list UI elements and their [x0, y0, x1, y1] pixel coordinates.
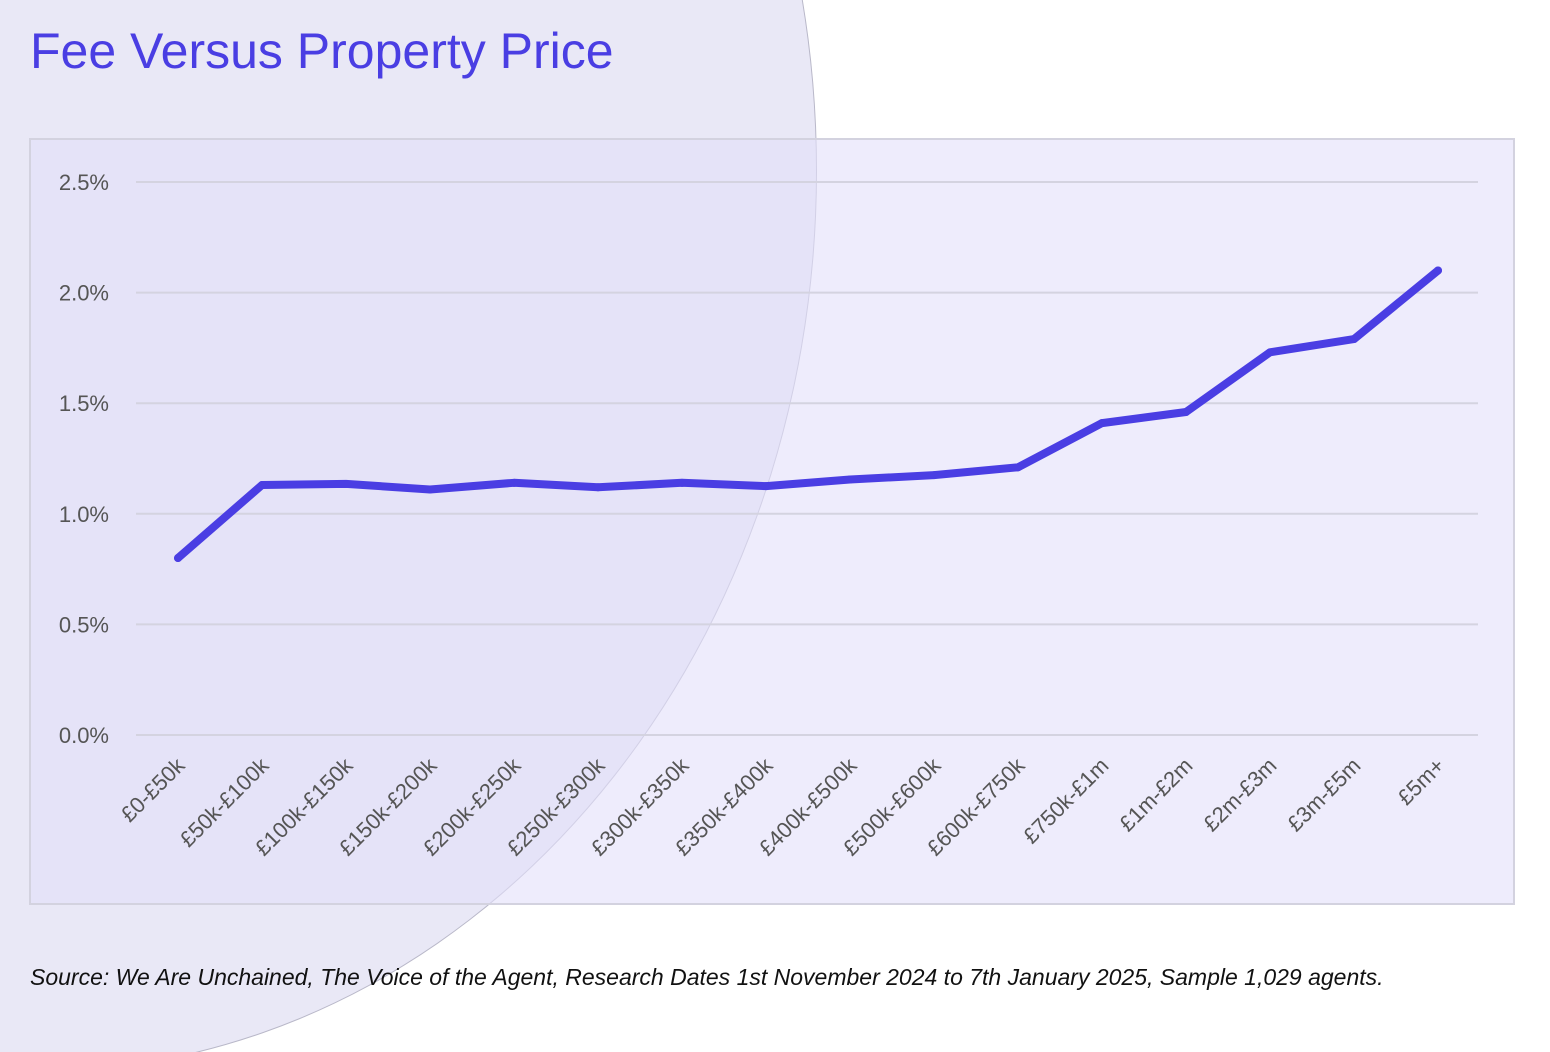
data-point [1350, 335, 1358, 344]
y-tick-label: 0.0% [59, 723, 109, 748]
gridlines [136, 181, 1478, 736]
data-point [1014, 463, 1022, 472]
y-tick-label: 2.5% [59, 170, 109, 195]
y-tick-label: 1.0% [59, 502, 109, 527]
x-tick-label: £750k-£1m [1018, 753, 1114, 849]
x-tick-label: £5m+ [1393, 753, 1450, 810]
y-tick-label: 2.0% [59, 281, 109, 306]
data-point [342, 479, 350, 488]
y-tick-label: 1.5% [59, 391, 109, 416]
source-note: Source: We Are Unchained, The Voice of t… [30, 964, 1384, 990]
y-tick-label: 0.5% [59, 612, 109, 637]
data-point [930, 471, 938, 480]
x-tick-label: £1m-£2m [1114, 753, 1197, 836]
x-tick-label: £3m-£5m [1282, 753, 1365, 836]
series-line [174, 266, 1442, 562]
data-point [1182, 408, 1190, 417]
page-title: Fee Versus Property Price [30, 23, 614, 79]
data-point [426, 485, 434, 494]
line-chart: 0.0% 0.5% 1.0% 1.5% 2.0% 2.5% £0-£50k£50k-£10… [59, 170, 1478, 860]
series-layer [174, 266, 1442, 563]
y-axis-tick-labels: 0.0% 0.5% 1.0% 1.5% 2.0% 2.5% [59, 170, 109, 748]
data-point [1266, 348, 1274, 357]
data-point [678, 478, 686, 487]
data-point [1434, 266, 1442, 275]
data-point [258, 481, 266, 490]
chart-container: 0.0% 0.5% 1.0% 1.5% 2.0% 2.5% £0-£50k £50k-£10… [29, 138, 1515, 905]
data-point [594, 483, 602, 492]
data-point [174, 554, 182, 563]
x-axis-tick-labels: £0-£50k£50k-£100k£100k-£150k£150k-£200k£… [116, 752, 1450, 860]
data-point [846, 475, 854, 484]
data-point [762, 482, 770, 491]
data-point [1098, 419, 1106, 428]
x-tick-label: £2m-£3m [1198, 753, 1281, 836]
x-tick-label: £0-£50k [116, 752, 191, 827]
data-point [510, 478, 518, 487]
